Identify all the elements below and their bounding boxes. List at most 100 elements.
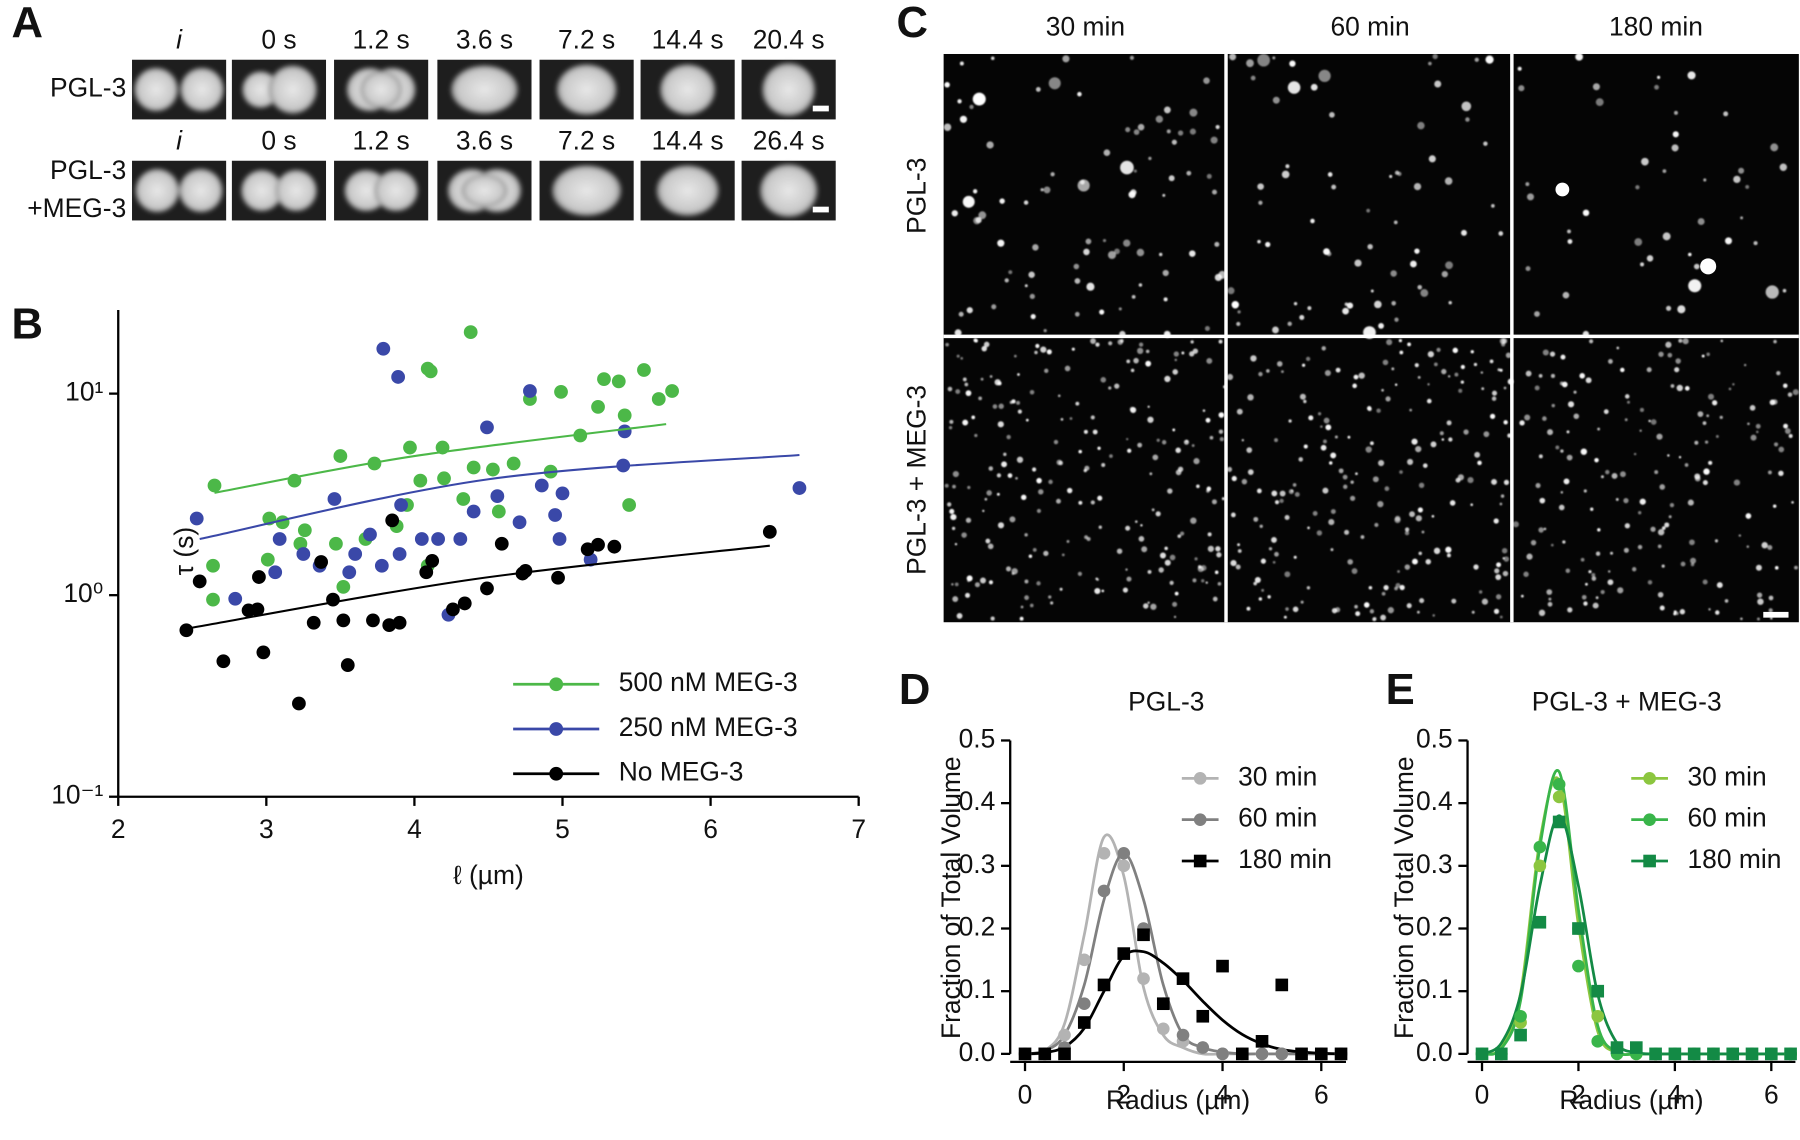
droplet-dot (1445, 546, 1452, 553)
droplet-dot (1237, 310, 1241, 314)
droplet-dot (1767, 545, 1773, 551)
data-point (1156, 1022, 1170, 1036)
droplet-dot (1175, 447, 1181, 453)
data-point (228, 591, 243, 606)
image-tile (334, 59, 429, 120)
droplet-dot (1526, 553, 1533, 560)
droplet-dot (980, 577, 986, 584)
droplet-dot (1274, 438, 1278, 443)
data-point (192, 574, 207, 589)
data-point (425, 553, 440, 568)
droplet (447, 168, 522, 213)
data-point (1533, 840, 1547, 854)
droplet-dot (1167, 488, 1173, 494)
x-tick-label: 4 (1668, 1079, 1683, 1109)
droplet-dot (1385, 396, 1391, 402)
droplet-dot (1123, 239, 1131, 247)
droplet-dot (962, 419, 969, 426)
droplet-dot (1620, 367, 1625, 373)
droplet-dot (1355, 472, 1358, 476)
droplet-dot (1600, 589, 1605, 595)
droplet-dot (1788, 434, 1793, 439)
data-point (580, 542, 595, 557)
droplet-dot (1011, 399, 1016, 404)
droplet-dot (1067, 487, 1073, 494)
droplet-dot (1214, 241, 1220, 247)
droplet-dot (1192, 348, 1199, 354)
data-point (597, 372, 611, 387)
droplet-dot (1483, 141, 1488, 146)
droplet-dot (983, 341, 990, 348)
time-label: 20.4 s (753, 24, 825, 54)
droplet-dot (1281, 370, 1284, 374)
droplet (660, 64, 716, 115)
data-point (453, 532, 468, 546)
y-tick-label: 0.1 (1416, 974, 1453, 1004)
droplet-dot (950, 513, 957, 521)
droplet-dot (1040, 346, 1047, 353)
droplet-dot (955, 389, 961, 394)
data-point (1058, 1028, 1071, 1042)
droplet-dot (1274, 500, 1280, 505)
droplet-dot (1001, 461, 1007, 468)
data-point (1629, 1041, 1643, 1054)
droplet-dot (1074, 278, 1081, 284)
droplet-dot (1420, 289, 1429, 297)
droplet-dot (1047, 350, 1050, 353)
droplet-dot (1595, 596, 1599, 600)
droplet-dot (1173, 351, 1179, 357)
image-tile (437, 59, 532, 120)
scale-bar (812, 206, 829, 213)
droplet-dot (1391, 301, 1396, 306)
droplet-dot (1753, 241, 1758, 246)
droplet-dot (1334, 435, 1338, 439)
droplet-dot (1409, 511, 1415, 518)
data-point (480, 420, 494, 435)
data-point (250, 602, 265, 617)
droplet-dot (1694, 440, 1699, 445)
droplet-dot (1470, 503, 1473, 507)
droplet-dot (1460, 380, 1464, 384)
droplet-dot (988, 580, 994, 585)
droplet-dot (1189, 250, 1196, 257)
droplet-dot (1583, 489, 1587, 493)
droplet-dot (1674, 367, 1680, 373)
droplet-dot (1654, 470, 1659, 475)
droplet-dot (1206, 358, 1213, 364)
image-tile (741, 59, 836, 120)
droplet-dot (1237, 543, 1241, 547)
data-point (611, 374, 626, 389)
data-point (607, 539, 622, 554)
x-tick-label: 2 (111, 814, 126, 844)
droplet-dot (964, 382, 969, 387)
droplet-dot (1452, 347, 1458, 354)
data-point (1745, 1047, 1759, 1061)
droplet-dot (1164, 375, 1171, 383)
droplet-dot (1108, 386, 1112, 390)
data-point (1764, 1047, 1778, 1061)
droplet-dot (1014, 354, 1017, 358)
droplet-dot (1246, 447, 1253, 453)
droplet-dot (1258, 200, 1263, 205)
droplet-dot (1503, 420, 1508, 425)
droplet-dot (1130, 406, 1137, 414)
droplet-dot (1075, 401, 1080, 406)
droplet-part (461, 174, 508, 207)
droplet-part (242, 71, 279, 108)
y-tick-label: 0.4 (1416, 786, 1453, 816)
droplet-dot (1419, 598, 1425, 604)
droplet-dot (1024, 533, 1028, 537)
droplet-dot (1664, 522, 1670, 528)
droplet-dot (1050, 601, 1054, 605)
droplet-dot (1143, 603, 1149, 609)
droplet-dot (1778, 446, 1785, 453)
droplet-dot (1678, 338, 1683, 343)
droplet-dot (1077, 91, 1082, 97)
data-point (179, 623, 194, 638)
droplet-dot (1708, 393, 1715, 400)
data-point (1533, 915, 1547, 929)
droplet-dot (1303, 444, 1308, 449)
droplet-dot (1127, 448, 1132, 453)
droplet-dot (1268, 547, 1273, 551)
